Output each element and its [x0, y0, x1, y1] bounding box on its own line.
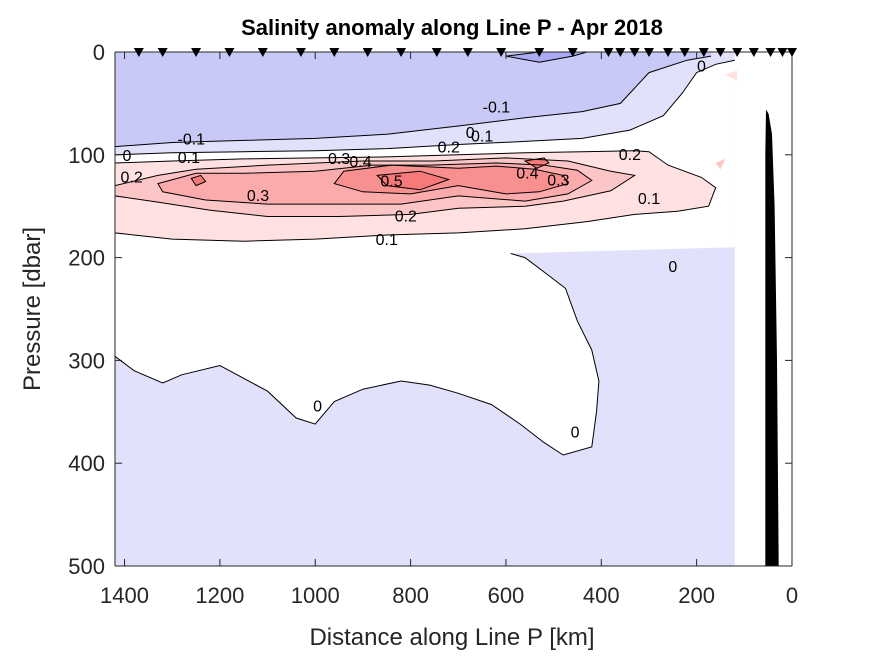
plot-area: -0.10 0.10.20.30.3 0.40.50.20.1-0.100.10.2… [68, 40, 798, 608]
contour-label: 0.5 [380, 174, 402, 191]
contour-label: 0.1 [471, 128, 493, 145]
station-marker [787, 48, 797, 57]
station-marker [431, 48, 442, 57]
contour-label: 0 [668, 259, 677, 276]
station-marker [462, 48, 473, 57]
station-marker [224, 48, 235, 57]
contour-label: 0.3 [547, 173, 569, 190]
x-tick-label: 600 [488, 583, 525, 608]
fill-coast-pocket [715, 158, 726, 170]
fill-coast-pocket-top [725, 70, 738, 81]
contour-label: 0.1 [178, 150, 200, 167]
x-tick-label: 800 [392, 583, 429, 608]
x-tick-label: 1400 [100, 583, 149, 608]
station-marker [157, 48, 168, 57]
x-tick-label: 400 [583, 583, 620, 608]
station-marker [329, 48, 340, 57]
contour-line-0.5 [376, 170, 451, 191]
contour-label: 0.1 [376, 232, 398, 249]
contour-line--0.1 [114, 55, 712, 148]
y-tick-label: 300 [68, 348, 105, 373]
station-marker [295, 48, 306, 57]
contour-label: 0 [571, 424, 580, 441]
contour-line-0 [114, 253, 600, 456]
contour-line--0.2 [505, 51, 588, 63]
contour-label: 0.2 [438, 140, 460, 157]
contour-label: 0 [697, 58, 706, 75]
station-marker [603, 48, 614, 57]
contour-line-0.2 [114, 157, 637, 217]
x-tick-label: 1000 [291, 583, 340, 608]
station-marker [777, 48, 788, 57]
contour-label: 0 [122, 148, 131, 165]
contour-label: -0.1 [483, 100, 511, 117]
fill-minus-0.1 [115, 52, 711, 147]
y-axis-label: Pressure [dbar] [19, 227, 46, 391]
bathymetry [765, 109, 779, 566]
contour-label: 0.3 [328, 151, 350, 168]
station-marker [567, 48, 578, 57]
contour-label: 0 [313, 399, 322, 416]
chart-title: Salinity anomaly along Line P - Apr 2018 [241, 15, 663, 40]
contour-line-0.5 [523, 157, 550, 169]
station-marker [732, 48, 743, 57]
station-marker [133, 48, 144, 57]
fill-0.5-0 [377, 171, 449, 190]
station-marker [629, 48, 640, 57]
station-marker [765, 48, 776, 57]
contour-line-0.5 [190, 174, 207, 187]
contour-label: -0.1 [177, 131, 205, 148]
contour-label: 0.4 [516, 165, 538, 182]
y-tick-label: 100 [68, 143, 105, 168]
station-marker [362, 48, 373, 57]
station-marker [663, 48, 674, 57]
station-marker [698, 48, 709, 57]
contour-label: 0.3 [247, 188, 269, 205]
station-marker [191, 48, 202, 57]
station-marker [257, 48, 268, 57]
station-marker [748, 48, 759, 57]
y-tick-label: 200 [68, 246, 105, 271]
contour-label: 0.2 [395, 208, 417, 225]
contour-label: 0.4 [349, 154, 371, 171]
contour-line-0.3 [157, 162, 593, 205]
station-marker [534, 48, 545, 57]
station-marker [496, 48, 507, 57]
x-tick-label: 200 [678, 583, 715, 608]
y-tick-label: 0 [93, 40, 105, 65]
station-marker [715, 48, 726, 57]
station-marker [615, 48, 626, 57]
station-marker [643, 48, 654, 57]
contour-label: 0 [466, 125, 475, 142]
contour-label: 0.2 [619, 147, 641, 164]
x-tick-label: 0 [786, 583, 798, 608]
station-marker [396, 48, 407, 57]
y-tick-label: 500 [68, 554, 105, 579]
contour-line-0.4 [333, 164, 569, 195]
y-tick-label: 400 [68, 451, 105, 476]
station-marker [679, 48, 690, 57]
contour-label: 0.1 [638, 191, 660, 208]
contour-line-0.1 [114, 150, 717, 242]
x-axis-label: Distance along Line P [km] [309, 624, 594, 651]
x-tick-label: 1200 [195, 583, 244, 608]
contour-label: 0.2 [121, 169, 143, 186]
contour-line-0 [114, 59, 735, 156]
no-data-band [734, 52, 792, 566]
